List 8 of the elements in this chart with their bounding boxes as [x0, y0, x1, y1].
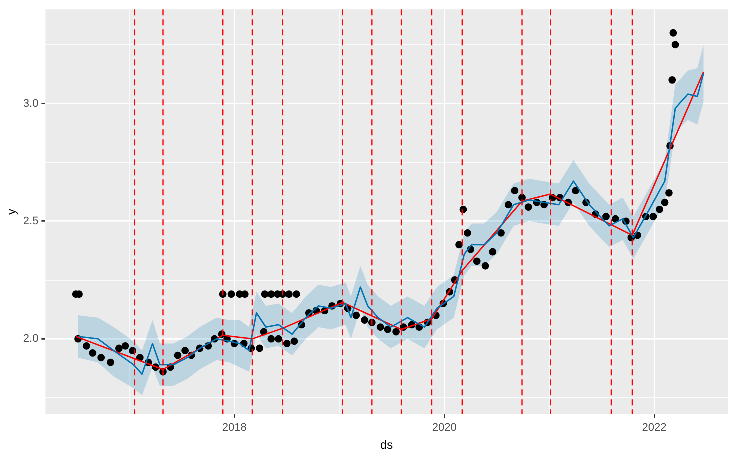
y-tick-label: 2.0: [23, 333, 39, 346]
x-axis-title: ds: [380, 438, 394, 452]
x-tick-label: 2022: [642, 422, 667, 434]
y-tick-label: 2.5: [23, 215, 39, 228]
x-tick-label: 2018: [222, 422, 247, 434]
x-tick-label: 2020: [432, 422, 457, 434]
y-axis-title: y: [4, 209, 19, 215]
y-tick-label: 3.0: [23, 98, 39, 110]
